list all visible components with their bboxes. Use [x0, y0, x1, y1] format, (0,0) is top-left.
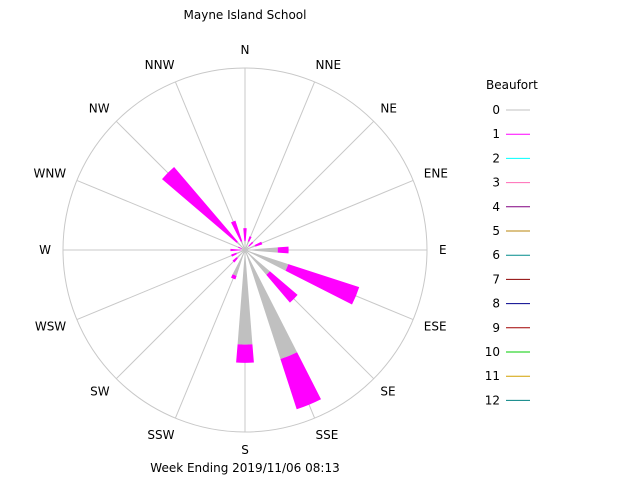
direction-label-ssw: SSW [147, 428, 174, 442]
direction-label-nw: NW [89, 102, 110, 116]
bar-wnw-beaufort-0 [241, 248, 245, 250]
legend-title: Beaufort [486, 78, 538, 92]
legend-label-12: 12 [485, 393, 500, 407]
direction-label-ese: ESE [424, 320, 447, 334]
bar-w-beaufort-1 [230, 248, 242, 252]
bar-nnw-beaufort-0 [240, 241, 245, 250]
legend-label-6: 6 [492, 248, 500, 262]
bar-ene-beaufort-1 [254, 241, 263, 247]
bar-s-beaufort-0 [237, 250, 253, 345]
bar-se-beaufort-1 [266, 271, 298, 303]
bar-sw-beaufort-1 [232, 257, 238, 263]
bar-ese-beaufort-1 [285, 264, 360, 305]
bar-se-beaufort-0 [245, 250, 270, 275]
legend-label-1: 1 [492, 127, 500, 141]
bar-w-beaufort-0 [241, 249, 245, 251]
bar-sw-beaufort-0 [236, 250, 245, 259]
spoke-ne [244, 120, 375, 251]
direction-label-ne: NE [380, 102, 397, 116]
direction-label-se: SE [380, 384, 395, 398]
spoke-wnw [76, 179, 246, 251]
legend-label-5: 5 [492, 224, 500, 238]
bar-nne-beaufort-0 [245, 241, 250, 250]
bar-ese-beaufort-0 [245, 250, 289, 271]
spoke-sw [115, 249, 246, 380]
direction-label-wsw: WSW [35, 320, 66, 334]
bar-ssw-beaufort-1 [231, 274, 237, 280]
bar-sse-beaufort-0 [245, 250, 298, 359]
legend-label-4: 4 [492, 200, 500, 214]
direction-labels: N NNE NE ENE E ESE SE SSE S SSW SW WSW W WNW NW NNW [33, 43, 447, 457]
bar-wsw-beaufort-0 [236, 250, 245, 255]
bar-nnw-beaufort-1 [231, 220, 243, 242]
bar-wnw-beaufort-1 [238, 246, 242, 249]
direction-label-nnw: NNW [145, 58, 175, 72]
legend-label-9: 9 [492, 321, 500, 335]
legend-label-0: 0 [492, 103, 500, 117]
bar-s-beaufort-1 [236, 344, 254, 363]
chart-title: Mayne Island School [184, 8, 307, 22]
direction-label-w: W [39, 243, 51, 257]
direction-label-n: N [241, 43, 250, 57]
chart-footer: Week Ending 2019/11/06 08:13 [150, 461, 339, 475]
legend-label-7: 7 [492, 272, 500, 286]
bar-e-beaufort-1 [277, 246, 289, 254]
spoke-nne [244, 81, 316, 251]
bar-nw-beaufort-0 [236, 241, 245, 250]
bar-wsw-beaufort-1 [231, 252, 237, 257]
spoke-ene [244, 179, 414, 251]
bar-e-beaufort-0 [245, 247, 278, 253]
legend-label-3: 3 [492, 176, 500, 190]
bar-ne-beaufort-0 [245, 245, 250, 250]
direction-label-s: S [241, 443, 249, 457]
legend-label-10: 10 [485, 345, 500, 359]
bar-sse-beaufort-1 [280, 352, 321, 410]
bar-n-beaufort-0 [244, 240, 246, 250]
direction-label-e: E [439, 243, 447, 257]
bar-ne-beaufort-1 [248, 241, 254, 247]
legend-label-2: 2 [492, 151, 500, 165]
bar-nw-beaufort-1 [162, 167, 238, 243]
direction-label-sse: SSE [316, 428, 339, 442]
spoke-wsw [76, 249, 246, 321]
legend-label-11: 11 [485, 369, 500, 383]
direction-label-wnw: WNW [33, 167, 66, 181]
bar-ene-beaufort-0 [245, 245, 256, 250]
outer-ring [62, 67, 428, 433]
direction-label-sw: SW [90, 384, 110, 398]
legend-label-8: 8 [492, 297, 500, 311]
bar-ssw-beaufort-0 [232, 250, 245, 276]
bar-n-beaufort-1 [243, 228, 247, 241]
direction-label-nne: NNE [316, 58, 342, 72]
wind-bars [162, 167, 360, 410]
direction-label-ene: ENE [424, 167, 448, 181]
bar-nne-beaufort-1 [247, 236, 252, 242]
